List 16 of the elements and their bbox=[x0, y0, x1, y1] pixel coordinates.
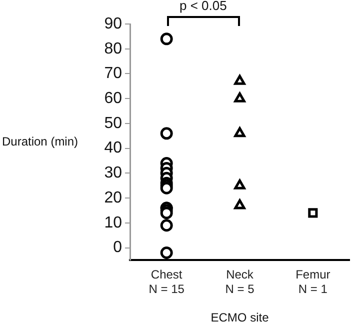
x-tick-label: Chest N = 15 bbox=[148, 268, 185, 296]
text: p < 0.05 bbox=[179, 0, 227, 13]
x-tick-label: Femur N = 1 bbox=[296, 268, 330, 296]
y-tick-label: 10 bbox=[104, 214, 122, 232]
y-tick-label: 40 bbox=[104, 140, 122, 157]
y-tick-label: 70 bbox=[104, 65, 122, 82]
y-tick-label: 60 bbox=[104, 90, 122, 107]
y-tick-label: 90 bbox=[104, 15, 122, 32]
y-tick-label: 80 bbox=[104, 40, 122, 58]
y-tick-label: 50 bbox=[104, 114, 122, 132]
y-tick-label: 30 bbox=[104, 164, 122, 182]
y-axis-title: Duration (min) bbox=[2, 134, 78, 148]
y-tick-label: 0 bbox=[113, 239, 122, 256]
x-axis-title: ECMO site bbox=[210, 310, 270, 324]
y-tick-label: 20 bbox=[104, 189, 122, 206]
x-tick-label: Neck N = 5 bbox=[225, 268, 255, 296]
